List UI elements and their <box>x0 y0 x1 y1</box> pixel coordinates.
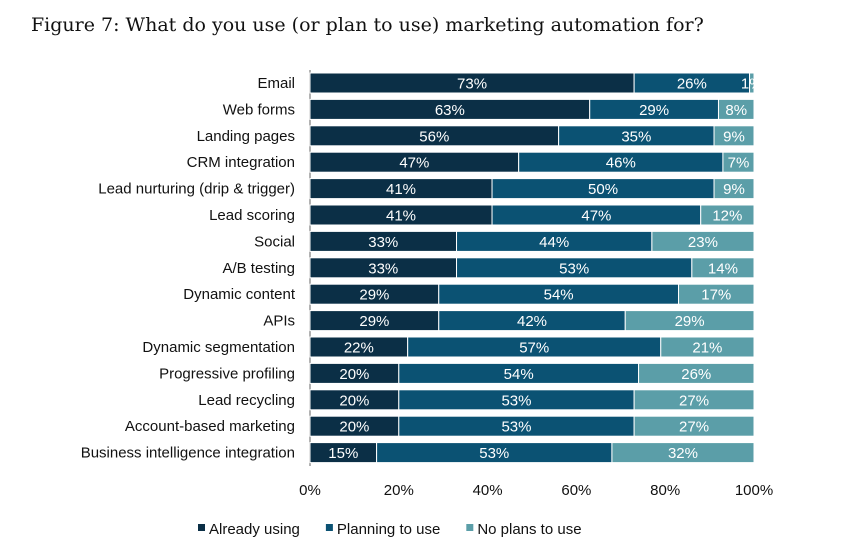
data-label: 20% <box>339 392 369 409</box>
data-label: 32% <box>668 445 698 462</box>
x-tick-label: 80% <box>650 482 680 499</box>
data-label: 56% <box>419 128 449 145</box>
legend-swatch <box>198 524 205 531</box>
category-label: A/B testing <box>222 260 295 277</box>
x-tick-label: 100% <box>735 482 773 499</box>
data-label: 29% <box>359 313 389 330</box>
data-label: 53% <box>501 419 531 436</box>
legend-swatch <box>466 524 474 531</box>
bar-segment <box>611 442 755 464</box>
legend-label: Planning to use <box>337 521 440 538</box>
data-label: 50% <box>588 181 618 198</box>
category-label: Lead scoring <box>209 207 295 224</box>
legend-label: No plans to use <box>477 521 581 538</box>
data-label: 54% <box>544 287 574 304</box>
data-label: 22% <box>344 340 374 357</box>
data-label: 26% <box>677 76 707 93</box>
data-label: 44% <box>539 234 569 251</box>
bar-segment <box>660 336 755 358</box>
data-label: 9% <box>723 181 745 198</box>
data-label: 57% <box>519 340 549 357</box>
chart-title: Figure 7: What do you use (or plan to us… <box>31 14 704 36</box>
data-label: 47% <box>581 208 611 225</box>
data-label: 33% <box>368 234 398 251</box>
bar-segment <box>700 204 755 226</box>
data-label: 54% <box>504 366 534 383</box>
bar-segment <box>633 415 755 437</box>
x-tick-label: 40% <box>473 482 503 499</box>
data-label: 46% <box>606 155 636 172</box>
data-label: 23% <box>688 234 718 251</box>
data-label: 42% <box>517 313 547 330</box>
data-label: 53% <box>479 445 509 462</box>
data-label: 29% <box>359 287 389 304</box>
category-label: Landing pages <box>197 128 295 145</box>
data-label: 47% <box>399 155 429 172</box>
data-label: 27% <box>679 392 709 409</box>
data-label: 7% <box>728 155 750 172</box>
category-label: Business intelligence integration <box>81 445 295 462</box>
category-label: Web forms <box>223 101 295 118</box>
bar-segment <box>638 362 755 384</box>
data-label: 8% <box>725 102 747 119</box>
bar-segment <box>722 151 755 173</box>
category-label: Lead recycling <box>198 392 295 409</box>
data-label: 33% <box>368 260 398 277</box>
data-label: 29% <box>639 102 669 119</box>
bar-segment <box>717 98 755 120</box>
category-label: Account-based marketing <box>125 418 295 435</box>
category-label: Lead nurturing (drip & trigger) <box>98 181 295 198</box>
x-tick-label: 20% <box>384 482 414 499</box>
x-tick-label: 0% <box>299 482 321 499</box>
data-label: 73% <box>457 76 487 93</box>
category-label: CRM integration <box>187 154 295 171</box>
bar-segment <box>713 178 755 200</box>
category-label: Dynamic content <box>183 286 296 303</box>
bar-segment <box>624 310 755 332</box>
bar-segment <box>713 125 755 147</box>
legend-swatch <box>325 524 333 531</box>
bar-segment <box>749 72 755 94</box>
data-label: 14% <box>708 260 738 277</box>
category-label: Progressive profiling <box>159 365 295 382</box>
bar-segment <box>691 257 755 279</box>
data-label: 35% <box>621 128 651 145</box>
data-label: 17% <box>701 287 731 304</box>
category-label: Dynamic segmentation <box>142 339 295 356</box>
data-label: 53% <box>501 392 531 409</box>
data-label: 53% <box>559 260 589 277</box>
data-label: 12% <box>712 208 742 225</box>
data-label: 41% <box>386 181 416 198</box>
bar-segment <box>651 230 755 252</box>
data-label: 21% <box>692 340 722 357</box>
data-label: 1% <box>741 76 763 93</box>
bar-segment <box>678 283 755 305</box>
data-label: 20% <box>339 419 369 436</box>
bar-segment <box>633 389 755 411</box>
data-label: 63% <box>435 102 465 119</box>
data-label: 41% <box>386 208 416 225</box>
legend-label: Already using <box>209 521 300 538</box>
data-label: 26% <box>681 366 711 383</box>
category-label: Social <box>254 233 295 250</box>
data-label: 29% <box>675 313 705 330</box>
data-label: 27% <box>679 419 709 436</box>
category-label: Email <box>257 75 295 92</box>
data-label: 20% <box>339 366 369 383</box>
category-label: APIs <box>263 313 295 330</box>
x-tick-label: 60% <box>561 482 591 499</box>
data-label: 9% <box>723 128 745 145</box>
data-label: 15% <box>328 445 358 462</box>
